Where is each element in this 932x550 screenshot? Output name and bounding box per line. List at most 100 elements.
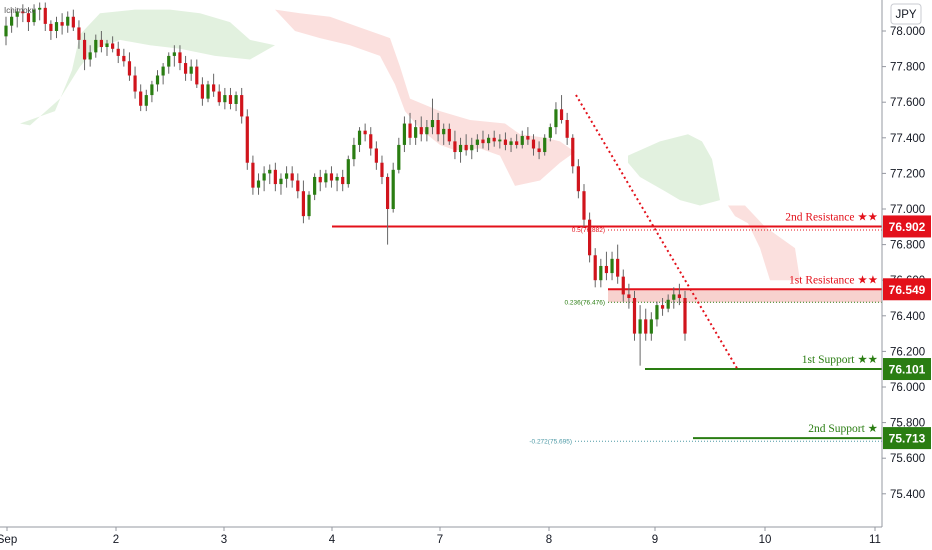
candle-body [32, 9, 36, 23]
candle-body [672, 294, 676, 300]
candle-body [290, 173, 294, 181]
candle-body [442, 128, 446, 135]
candle-body [172, 52, 176, 56]
candle-body [638, 319, 642, 334]
candle-body [599, 265, 603, 281]
candle-body [453, 141, 457, 153]
price-badge [883, 358, 931, 381]
candle-body [475, 139, 479, 145]
candle-body [363, 130, 367, 135]
candle-body [632, 298, 637, 334]
candle-body [385, 176, 390, 209]
candle-body [329, 173, 334, 181]
resistance-zone [608, 289, 882, 303]
currency-box[interactable] [890, 3, 922, 25]
candle-body [43, 7, 47, 24]
candle-body [82, 39, 87, 60]
y-tick-label: 77.600 [890, 97, 925, 109]
x-tick-label: 2 [113, 534, 119, 546]
candle-body [10, 16, 14, 26]
trendline [575, 94, 739, 371]
y-tick-label: 78.000 [890, 26, 925, 38]
candle-body [447, 128, 451, 142]
candle-body [425, 127, 429, 135]
candle-body [458, 144, 463, 153]
candle-body [559, 109, 564, 120]
candle-body [245, 116, 249, 163]
candle-body [402, 123, 407, 145]
candle-body [234, 95, 238, 104]
cloud-bull-segment [628, 134, 720, 206]
candle-body [683, 298, 687, 334]
candle-body [593, 255, 597, 281]
candle-body [200, 84, 205, 99]
price-badge [883, 427, 931, 450]
candle-body [436, 120, 440, 135]
candle-body [369, 134, 373, 149]
y-tick-label: 75.800 [890, 418, 925, 430]
candle-body [616, 258, 620, 277]
candle-body [380, 162, 384, 177]
y-tick-label: 76.000 [890, 382, 925, 394]
candle-body [531, 139, 536, 149]
y-tick-label: 77.200 [890, 168, 925, 180]
candle-body [256, 180, 261, 188]
candle-body [228, 95, 233, 104]
candle-body [268, 169, 272, 174]
candle-body [127, 61, 132, 76]
candle-body [677, 294, 681, 298]
candle-body [206, 84, 210, 99]
y-tick-label: 75.600 [890, 453, 925, 465]
candle-body [509, 141, 513, 145]
candle-body [212, 84, 216, 92]
candle-body [178, 52, 182, 64]
x-tick-label: Sep [0, 534, 17, 546]
candle-body [273, 169, 277, 185]
candle-body [537, 148, 541, 153]
price-badge-label: 76.902 [889, 220, 926, 234]
candle-body [419, 127, 423, 135]
candle-body [155, 75, 160, 85]
candle-body [116, 48, 120, 56]
candle-body [649, 319, 653, 334]
candle-body [279, 178, 283, 185]
indicator-label: Ichimoku [4, 6, 36, 15]
candle-body [374, 148, 378, 163]
x-tick-label: 3 [221, 534, 227, 546]
candle-body [88, 52, 92, 60]
candle-body [26, 13, 31, 23]
candle-body [324, 173, 328, 183]
candle-body [391, 169, 395, 209]
candle-body [251, 162, 255, 188]
x-tick-labels: Sep 2 3 4 7 8 9 10 11 [0, 527, 881, 546]
resistance-zone-box [608, 289, 882, 303]
candle-body [240, 95, 244, 117]
price-badge-label: 76.549 [889, 283, 926, 297]
candle-body [111, 43, 115, 49]
candle-body [644, 319, 648, 334]
candle-body [498, 139, 502, 142]
candle-body [414, 127, 418, 138]
y-tick-label: 77.800 [890, 62, 925, 74]
candle-body [526, 136, 530, 140]
x-tick-label: 8 [546, 534, 552, 546]
candle-body [666, 299, 670, 309]
y-tick-label: 77.000 [890, 204, 925, 216]
candle-body [481, 139, 485, 144]
level-label: 1st Support ★★ [802, 354, 878, 366]
candle-body [571, 137, 575, 167]
candle-body [161, 66, 165, 76]
candle-body [150, 84, 154, 96]
candle-body [105, 43, 109, 48]
candle-body [610, 258, 614, 274]
y-tick-label: 76.400 [890, 311, 925, 323]
candle-body [21, 11, 25, 14]
x-tick-label: 7 [437, 534, 443, 546]
candle-body [470, 144, 474, 151]
candle-body [655, 305, 659, 320]
time-axis[interactable] [0, 527, 932, 550]
candle-body [565, 120, 569, 138]
cloud-bull-segment [20, 9, 275, 126]
candle-body [548, 127, 552, 138]
